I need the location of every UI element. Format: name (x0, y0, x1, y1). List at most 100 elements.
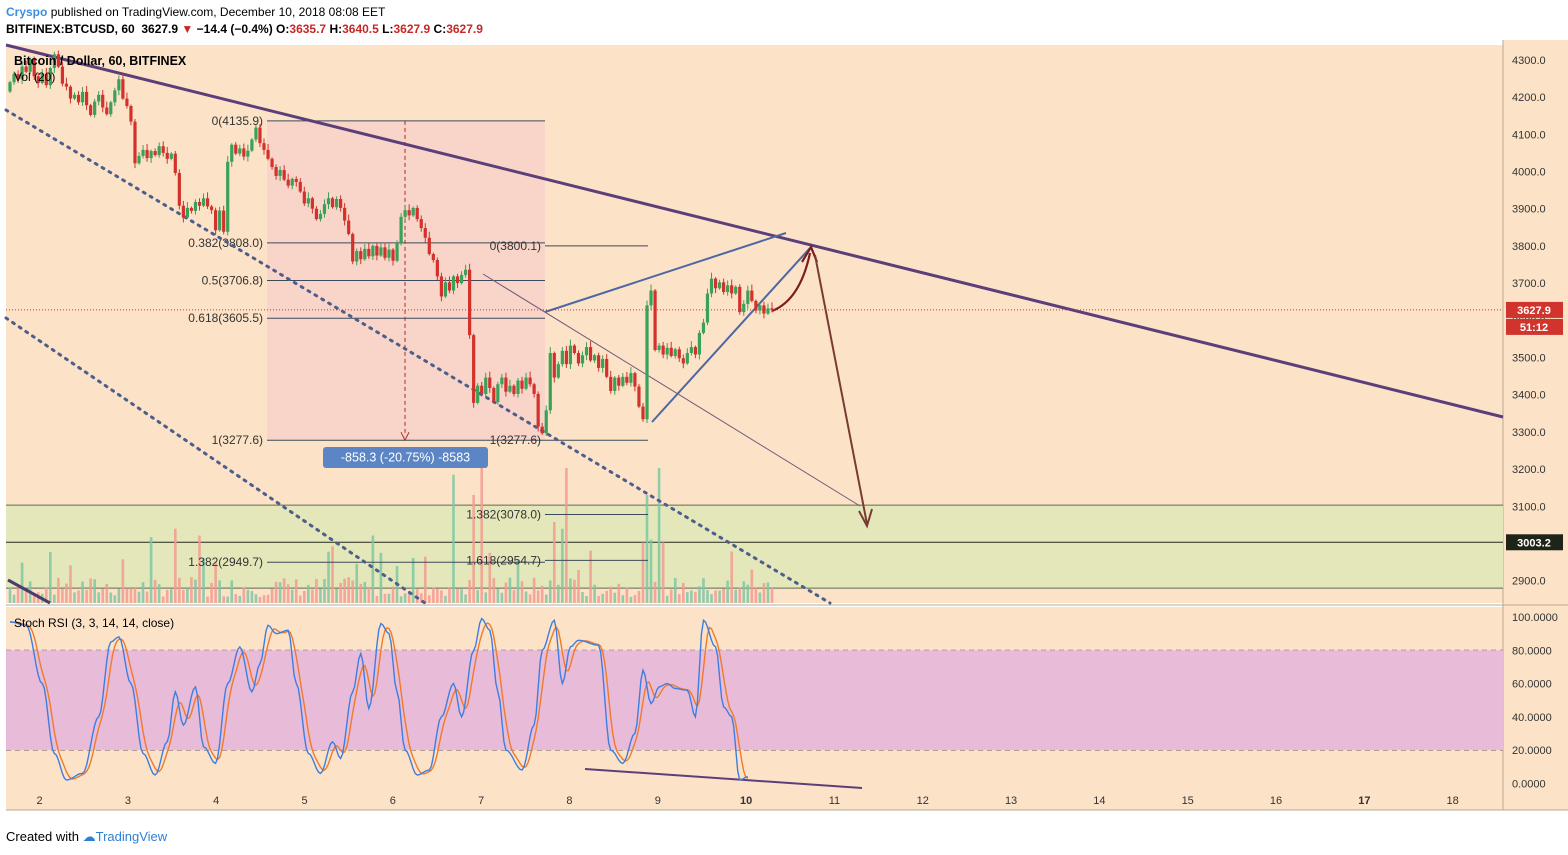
candle-body (544, 410, 548, 434)
candle-body (12, 74, 16, 83)
candle-body (576, 353, 581, 364)
candle-body (314, 208, 319, 220)
ohlc-line: BITFINEX:BTCUSD, 60 3627.9 ▼ −14.4 (−0.4… (6, 22, 483, 36)
volume-bar (315, 578, 318, 603)
volume-bar (758, 592, 762, 603)
volume-bar (133, 587, 137, 603)
fib-retracement-label: 0(4135.9) (212, 114, 263, 128)
time-tick-label: 17 (1358, 795, 1370, 807)
candle-body (645, 305, 649, 420)
author-link[interactable]: Cryspo (6, 5, 48, 19)
candle-body (508, 385, 512, 392)
volume-bar (677, 594, 681, 603)
volume-bar (194, 579, 197, 603)
volume-bar (137, 591, 141, 603)
volume-bar (561, 528, 564, 603)
volume-bar (89, 578, 92, 603)
tradingview-logo-icon[interactable]: ☁ (82, 829, 96, 844)
volume-bar (125, 588, 129, 603)
candle-body (72, 94, 77, 99)
volume-bar (16, 588, 20, 603)
candle-body (593, 355, 597, 361)
published-text: published on TradingView.com, December 1… (50, 5, 386, 19)
volume-bar (512, 589, 516, 603)
volume-bar (577, 569, 580, 603)
dotted-channel-upper (4, 108, 832, 605)
candle-body (540, 426, 544, 434)
candle-body (371, 245, 375, 257)
tradingview-brand[interactable]: TradingView (95, 829, 168, 844)
volume-bar (242, 587, 246, 603)
price-tick-label: 3200.0 (1512, 464, 1546, 476)
volume-bar (706, 589, 709, 603)
volume-bar (105, 583, 109, 603)
volume-bar (270, 588, 274, 603)
btcusd-chart[interactable]: 0(4135.9)0.382(3808.0)0.5(3706.8)0.618(3… (0, 40, 1568, 826)
volume-bar (307, 584, 310, 603)
volume-bar (286, 584, 290, 603)
volume-bar (536, 590, 540, 603)
candle-body (48, 68, 52, 86)
candle-body (468, 269, 472, 336)
volume-bar (411, 557, 415, 603)
countdown-badge-text: 51:12 (1520, 322, 1548, 334)
volume-bar (8, 587, 12, 603)
volume-bar (625, 587, 629, 603)
candle-body (97, 94, 101, 102)
volume-bar (557, 584, 560, 603)
candle-body (209, 206, 214, 211)
volume-bar (238, 595, 242, 603)
volume-bar (637, 590, 641, 603)
candle-body (20, 66, 24, 80)
wedge-upper-line (544, 232, 787, 313)
volume-bar (440, 590, 443, 603)
price-tick-label: 4200.0 (1512, 92, 1546, 104)
volume-bar (496, 588, 500, 603)
volume-bar (492, 578, 496, 603)
volume-bar (367, 586, 371, 603)
candle-body (347, 220, 351, 234)
candle-body (367, 248, 371, 257)
volume-bar (665, 595, 669, 603)
last-price-badge-text: 3627.9 (1517, 305, 1551, 317)
candle-body (165, 152, 169, 159)
candle-body (250, 139, 254, 151)
candle-body (318, 213, 323, 220)
candle-body (278, 169, 282, 176)
candle-body (746, 290, 750, 304)
volume-bar (641, 542, 645, 603)
time-axis-bg (6, 790, 1503, 810)
candle-body (399, 216, 403, 243)
price-tick-label: 3300.0 (1512, 427, 1546, 439)
volume-bar (456, 588, 459, 603)
fib-retracement-label: 0.618(3605.5) (188, 311, 263, 325)
volume-bar (347, 577, 350, 603)
candle-body (629, 373, 633, 383)
last-price-badge (1506, 301, 1563, 318)
volume-bar (186, 588, 189, 603)
created-with-text: Created with (6, 829, 79, 844)
volume-bar (165, 589, 169, 603)
volume-bar (113, 595, 117, 603)
candle-body (36, 76, 40, 83)
volume-bar (20, 562, 24, 603)
volume-bar (157, 584, 161, 603)
volume-bar (250, 591, 254, 603)
candle-body (621, 376, 625, 386)
candle-body (431, 254, 435, 261)
candle-body (532, 384, 536, 394)
volume-bar (444, 595, 447, 603)
volume-bar (121, 559, 125, 603)
volume-bar (303, 590, 306, 603)
candle-body (685, 353, 689, 364)
fib-extension-label: 1(3277.6) (490, 433, 541, 447)
volume-bar (565, 468, 568, 603)
candle-body (597, 355, 601, 368)
candle-body (60, 66, 65, 84)
volume-bar (718, 590, 721, 603)
volume-bar (468, 579, 471, 603)
volume-bar (609, 586, 613, 603)
candle-body (443, 282, 448, 297)
volume-bar (508, 577, 512, 603)
candle-body (379, 247, 383, 256)
